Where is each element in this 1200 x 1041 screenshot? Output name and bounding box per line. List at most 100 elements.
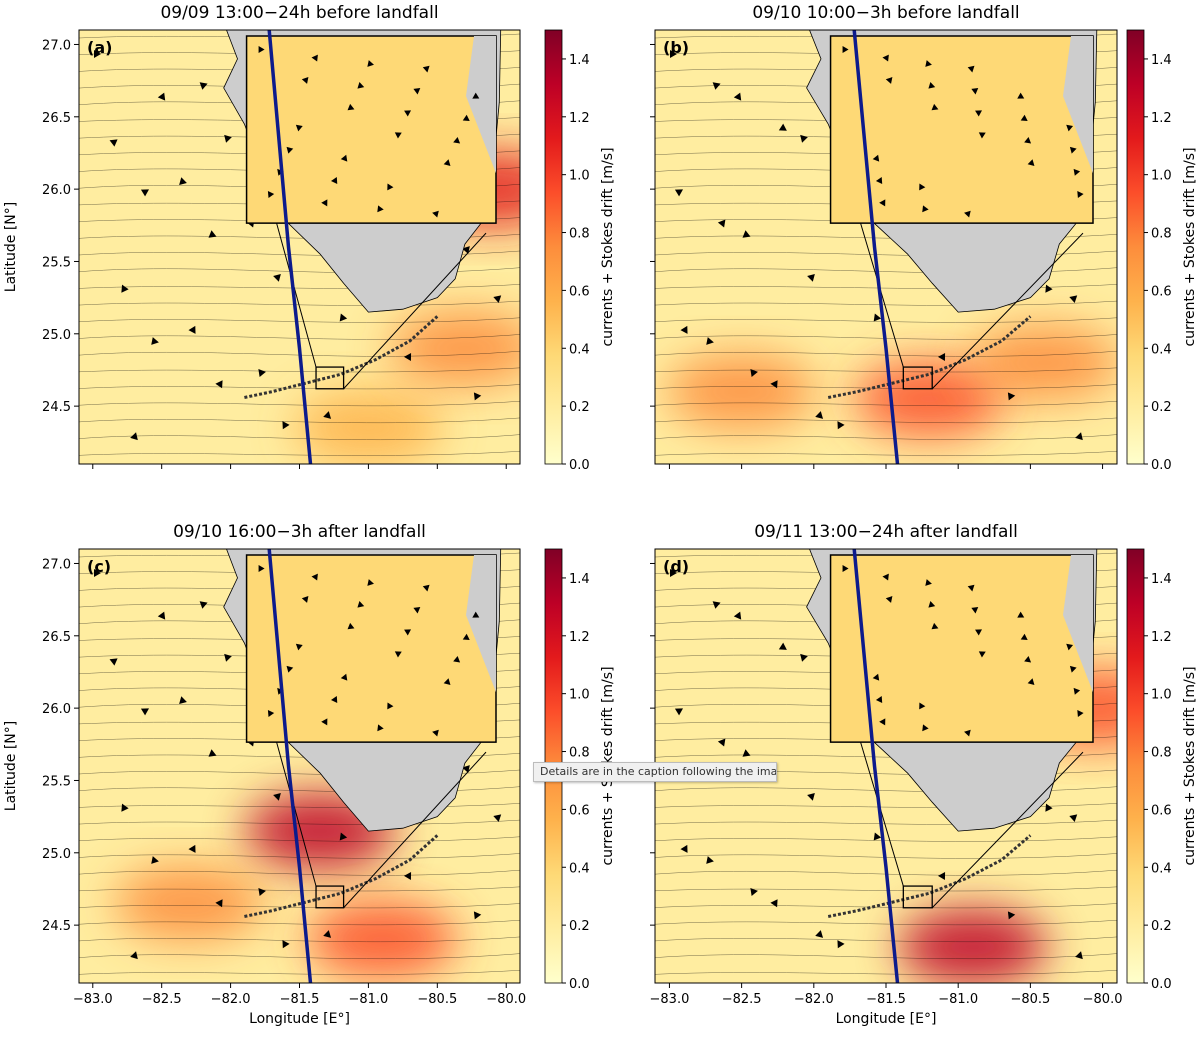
flow-arrow bbox=[157, 611, 166, 620]
inset-arrow bbox=[978, 132, 986, 139]
zoom-connector bbox=[931, 751, 1084, 909]
colorbar-tick-label: 0.2 bbox=[1151, 400, 1172, 415]
flow-arrow bbox=[188, 325, 196, 334]
flow-arrow bbox=[1045, 284, 1053, 293]
caption-tooltip: Details are in the caption following the… bbox=[533, 762, 777, 782]
colorbar-tick-label: 0.8 bbox=[1151, 227, 1172, 242]
colorbar-tick-label: 0.4 bbox=[1151, 342, 1172, 357]
inset-land bbox=[466, 36, 496, 174]
inset-land bbox=[1063, 36, 1093, 174]
inset-arrow bbox=[879, 199, 886, 207]
flow-arrow bbox=[837, 940, 845, 949]
flow-arrow bbox=[215, 380, 223, 389]
inset-arrow bbox=[472, 92, 480, 99]
inset-arrow bbox=[413, 607, 421, 614]
inset-arrow bbox=[367, 60, 374, 67]
inset-arrow bbox=[462, 633, 470, 641]
inset-arrow bbox=[925, 579, 932, 586]
x-tick-label: −80.5 bbox=[1010, 992, 1050, 1007]
streamline bbox=[655, 919, 1117, 926]
inset-arrow bbox=[432, 729, 439, 737]
inset-arrow bbox=[964, 729, 971, 737]
streamline bbox=[655, 417, 1117, 424]
plot-area bbox=[79, 549, 520, 983]
streamline bbox=[655, 284, 1117, 289]
flow-arrow bbox=[770, 380, 778, 389]
flow-arrow bbox=[1069, 295, 1078, 303]
colorbar-tick-label: 1.2 bbox=[569, 111, 590, 126]
y-tick-label: 27.0 bbox=[42, 38, 71, 53]
x-tick-label: −80.0 bbox=[1083, 992, 1123, 1007]
inset-arrow bbox=[404, 629, 412, 636]
colorbar-tick-label: 1.2 bbox=[569, 630, 590, 645]
inset-arrow bbox=[387, 183, 394, 191]
flow-arrow bbox=[151, 856, 159, 864]
flow-arrow bbox=[1045, 803, 1053, 812]
streamline bbox=[79, 384, 520, 390]
zoom-connector bbox=[860, 741, 904, 887]
flow-arrow bbox=[473, 392, 482, 401]
inset-arrow bbox=[922, 205, 929, 213]
inset-arrow bbox=[311, 54, 318, 62]
flow-arrow bbox=[770, 899, 778, 908]
zoom-connector bbox=[931, 232, 1084, 390]
inset-frame bbox=[245, 35, 497, 224]
inset-arrow bbox=[340, 673, 348, 681]
inset-map bbox=[245, 35, 497, 224]
colorbar-tick-label: 0.8 bbox=[569, 227, 590, 242]
inset-arrow bbox=[377, 724, 384, 732]
x-tick-label: −81.5 bbox=[280, 992, 320, 1007]
zoom-connector bbox=[276, 222, 317, 368]
speed-hotspot bbox=[114, 865, 265, 942]
inset-arrow bbox=[1077, 191, 1084, 198]
flow-arrow bbox=[712, 601, 721, 609]
flow-arrow bbox=[215, 899, 223, 908]
inset-arrow bbox=[964, 210, 971, 218]
inset-arrow bbox=[842, 565, 849, 572]
inset-arrow bbox=[925, 60, 932, 67]
streamline bbox=[79, 836, 520, 842]
streamline bbox=[79, 367, 520, 373]
y-tick-label: 25.0 bbox=[42, 328, 71, 343]
inset-arrow bbox=[875, 177, 883, 184]
zoom-connector bbox=[343, 232, 487, 390]
inset-arrow bbox=[975, 629, 982, 636]
streamline bbox=[79, 936, 520, 943]
x-tick-label: −82.5 bbox=[722, 992, 762, 1007]
flow-arrow bbox=[473, 911, 482, 920]
colorbar-tick-label: 0.0 bbox=[569, 458, 590, 473]
speed-hotspot bbox=[389, 310, 520, 387]
flow-arrow bbox=[674, 189, 684, 197]
colorbar-tick-label: 1.4 bbox=[569, 572, 590, 587]
flow-arrow bbox=[717, 219, 726, 228]
speed-hotspot bbox=[666, 353, 817, 430]
flow-arrow bbox=[323, 930, 332, 938]
flow-arrow bbox=[339, 313, 348, 322]
colorbar-tick-label: 0.2 bbox=[1151, 919, 1172, 934]
inset-arrow bbox=[1020, 114, 1028, 122]
streamline bbox=[655, 350, 1117, 357]
zoom-box bbox=[902, 366, 933, 390]
flow-arrow bbox=[273, 273, 281, 282]
panel-b: (b) 09/10 10:00−3h before landfall 0.0 0.2 0… bbox=[650, 3, 1198, 473]
inset-arrow bbox=[1024, 137, 1032, 144]
inset-arrow bbox=[842, 46, 849, 53]
flow-arrow bbox=[938, 353, 946, 361]
colorbar-tick-label: 1.4 bbox=[569, 53, 590, 68]
flow-arrow bbox=[800, 653, 808, 662]
streamline bbox=[655, 836, 1117, 842]
x-tick-label: −83.0 bbox=[73, 992, 113, 1007]
flow-arrow bbox=[815, 930, 824, 938]
zoom-box bbox=[315, 885, 345, 909]
streamline bbox=[655, 334, 1117, 340]
inset-land bbox=[1063, 555, 1093, 693]
hurricane-track bbox=[267, 30, 313, 464]
inset-arrow bbox=[311, 573, 318, 581]
inset-frame bbox=[245, 554, 497, 743]
flow-arrow bbox=[750, 369, 758, 377]
inset-arrow bbox=[267, 191, 275, 198]
streamline bbox=[655, 803, 1117, 808]
panel-label: (b) bbox=[663, 38, 689, 57]
flow-arrow bbox=[188, 844, 196, 853]
flow-arrow bbox=[493, 814, 502, 822]
